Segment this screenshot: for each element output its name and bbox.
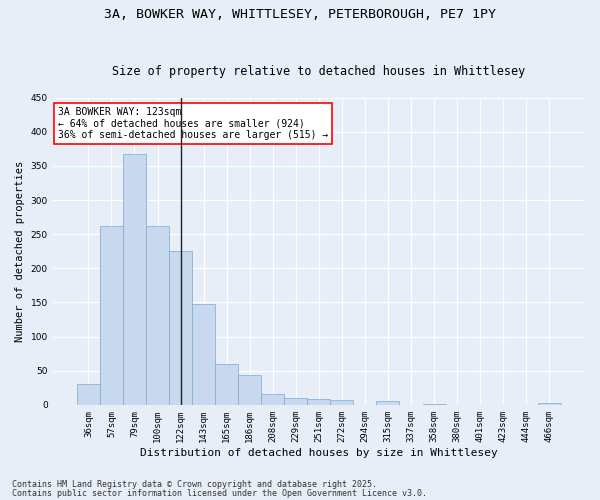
Bar bbox=[238, 375, 261, 405]
Text: 3A BOWKER WAY: 123sqm
← 64% of detached houses are smaller (924)
36% of semi-det: 3A BOWKER WAY: 123sqm ← 64% of detached … bbox=[58, 107, 328, 140]
Bar bbox=[261, 394, 284, 405]
Text: 3A, BOWKER WAY, WHITTLESEY, PETERBOROUGH, PE7 1PY: 3A, BOWKER WAY, WHITTLESEY, PETERBOROUGH… bbox=[104, 8, 496, 20]
Bar bbox=[538, 404, 561, 405]
Bar bbox=[307, 398, 331, 405]
Text: Contains public sector information licensed under the Open Government Licence v3: Contains public sector information licen… bbox=[12, 488, 427, 498]
Y-axis label: Number of detached properties: Number of detached properties bbox=[15, 160, 25, 342]
Bar bbox=[284, 398, 307, 405]
Bar bbox=[100, 226, 123, 405]
Bar bbox=[123, 154, 146, 405]
Title: Size of property relative to detached houses in Whittlesey: Size of property relative to detached ho… bbox=[112, 66, 526, 78]
Bar bbox=[192, 304, 215, 405]
Bar bbox=[146, 226, 169, 405]
Bar bbox=[331, 400, 353, 405]
Text: Contains HM Land Registry data © Crown copyright and database right 2025.: Contains HM Land Registry data © Crown c… bbox=[12, 480, 377, 489]
X-axis label: Distribution of detached houses by size in Whittlesey: Distribution of detached houses by size … bbox=[140, 448, 498, 458]
Bar bbox=[169, 252, 192, 405]
Bar bbox=[376, 402, 400, 405]
Bar bbox=[422, 404, 446, 405]
Bar bbox=[215, 364, 238, 405]
Bar bbox=[77, 384, 100, 405]
